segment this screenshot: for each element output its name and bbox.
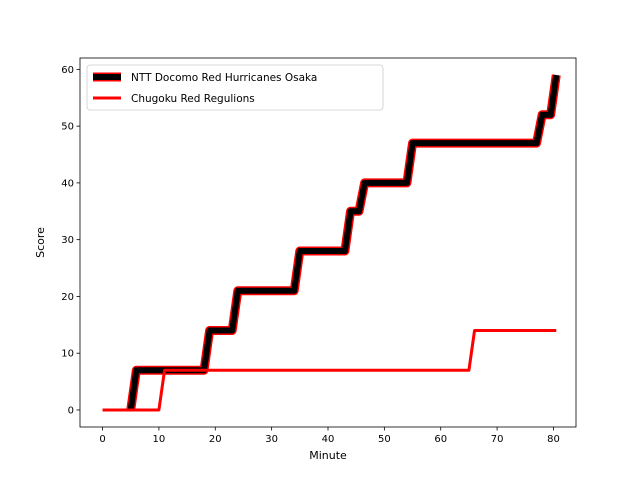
- x-tick-label: 30: [265, 434, 278, 445]
- legend-label: Chugoku Red Regulions: [131, 93, 255, 105]
- y-axis-label: Score: [34, 227, 47, 258]
- x-tick-label: 0: [99, 434, 105, 445]
- y-tick-label: 40: [61, 178, 74, 189]
- y-axis-ticks: 0 10 20 30 40 50 60: [61, 65, 80, 416]
- x-tick-label: 60: [434, 434, 447, 445]
- legend-label: NTT Docomo Red Hurricanes Osaka: [131, 72, 317, 84]
- series-line-2: [102, 328, 557, 412]
- y-tick-label: 20: [61, 292, 74, 303]
- x-tick-label: 10: [153, 434, 166, 445]
- y-tick-label: 60: [61, 65, 74, 76]
- legend: NTT Docomo Red Hurricanes Osaka Chugoku R…: [86, 64, 384, 111]
- x-tick-label: 80: [547, 434, 560, 445]
- y-tick-label: 0: [68, 405, 74, 416]
- plot-lines: [102, 74, 561, 412]
- x-tick-label: 50: [378, 434, 391, 445]
- y-tick-label: 30: [61, 235, 74, 246]
- x-tick-label: 40: [322, 434, 335, 445]
- x-tick-label: 20: [209, 434, 222, 445]
- x-axis-ticks: 0 10 20 30 40 50 60 70 80: [99, 427, 560, 445]
- axes-frame: [79, 57, 577, 428]
- x-axis-label: Minute: [309, 449, 347, 462]
- y-tick-label: 10: [61, 349, 74, 360]
- legend-box: [86, 64, 384, 111]
- x-tick-label: 70: [491, 434, 504, 445]
- y-tick-label: 50: [61, 122, 74, 133]
